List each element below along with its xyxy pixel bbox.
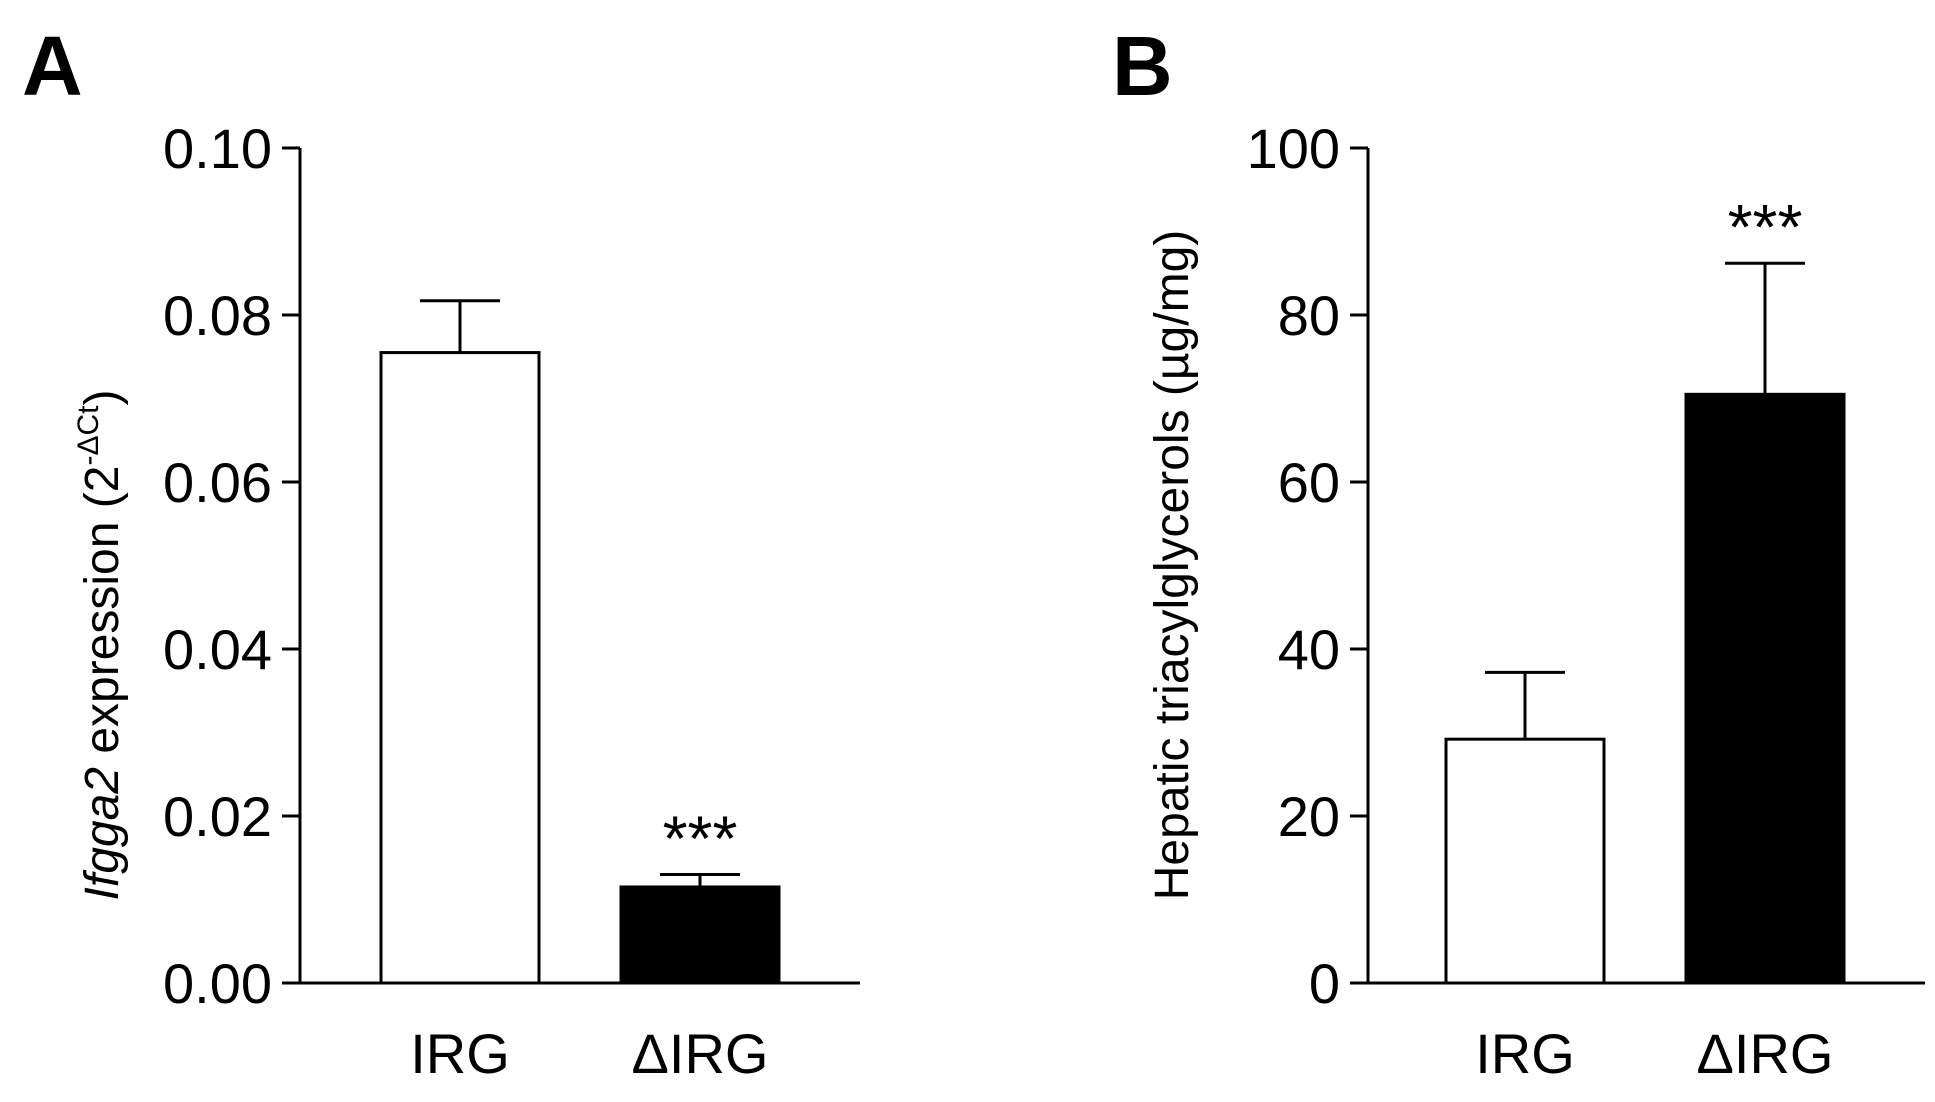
y-tick-label-a: 0.04 xyxy=(163,618,272,681)
category-label-b-0: IRG xyxy=(1475,1022,1575,1085)
y-tick-label-b: 100 xyxy=(1247,117,1340,180)
y-tick-label-a: 0.06 xyxy=(163,451,272,514)
bar-a-1 xyxy=(619,885,781,985)
bar-b-0 xyxy=(1444,737,1606,985)
y-axis-label-a-superscript: -ΔCt xyxy=(72,405,105,466)
plot-area-a: 0.00 0.02 0.04 0.06 0.08 0.10 IRG ΔIRG *** xyxy=(163,117,860,1085)
bar-b-1 xyxy=(1684,392,1846,985)
panel-label-a: A xyxy=(22,19,83,113)
y-axis-label-b: Hepatic triacylglycerols (µg/mg) xyxy=(1146,230,1199,901)
y-tick-label-b: 60 xyxy=(1278,451,1340,514)
y-tick-label-a: 0.08 xyxy=(163,284,272,347)
panel-a: A Ifgga2 expression (2-ΔCt) 0.00 0.02 0.04… xyxy=(22,19,860,1085)
y-tick-label-a: 0.02 xyxy=(163,785,272,848)
plot-area-b: 0 20 40 60 80 100 IRG ΔIRG *** xyxy=(1247,117,1925,1085)
panel-b: B Hepatic triacylglycerols (µg/mg) 0 20 40… xyxy=(1112,19,1925,1085)
y-axis-label-a-gene: Ifgga2 xyxy=(76,767,129,900)
y-axis-label-a-text: expression (2 xyxy=(76,466,129,767)
y-tick-label-b: 40 xyxy=(1278,618,1340,681)
significance-marker-a-1: *** xyxy=(663,802,738,874)
category-label-a-1: ΔIRG xyxy=(632,1022,769,1085)
y-tick-label-b: 0 xyxy=(1309,952,1340,1015)
y-tick-label-b: 80 xyxy=(1278,284,1340,347)
category-label-a-0: IRG xyxy=(410,1022,510,1085)
panel-label-b: B xyxy=(1112,19,1173,113)
y-tick-label-a: 0.00 xyxy=(163,952,272,1015)
bar-a-0 xyxy=(379,351,541,985)
category-label-b-1: ΔIRG xyxy=(1697,1022,1834,1085)
y-axis-label-a: Ifgga2 expression (2-ΔCt) xyxy=(72,390,129,901)
y-tick-label-b: 20 xyxy=(1278,785,1340,848)
y-axis-label-a-close: ) xyxy=(76,390,129,406)
significance-marker-b-1: *** xyxy=(1728,191,1803,263)
y-tick-label-a: 0.10 xyxy=(163,117,272,180)
